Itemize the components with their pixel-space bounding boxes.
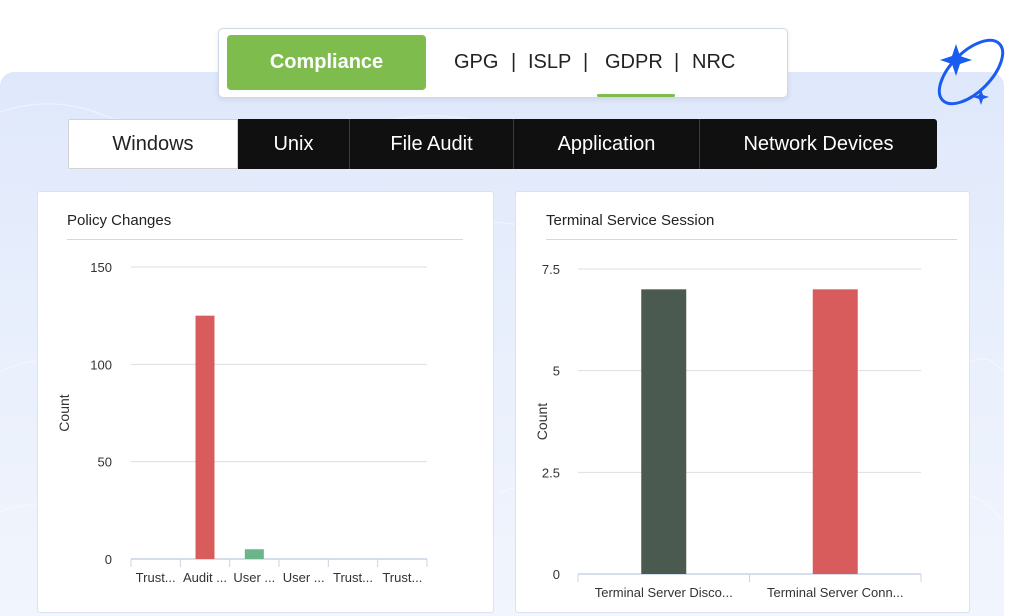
tab-unix[interactable]: Unix bbox=[238, 119, 350, 169]
card-title: Terminal Service Session bbox=[546, 212, 715, 229]
x-tick-label: Trust... bbox=[333, 570, 373, 585]
y-tick-label: 100 bbox=[90, 357, 112, 372]
y-axis-label: Count bbox=[56, 394, 72, 431]
y-tick-label: 5 bbox=[553, 364, 560, 379]
x-tick-label: Terminal Server Conn... bbox=[767, 585, 904, 600]
tab-file-audit[interactable]: File Audit bbox=[350, 119, 514, 169]
tab-islp[interactable]: ISLP bbox=[528, 51, 572, 73]
y-tick-label: 150 bbox=[90, 260, 112, 275]
x-tick-label: Audit ... bbox=[183, 570, 227, 585]
tab-gdpr[interactable]: GDPR bbox=[605, 51, 663, 73]
tab-gpg[interactable]: GPG bbox=[454, 51, 499, 73]
x-tick-label: User ... bbox=[283, 570, 325, 585]
tab-application[interactable]: Application bbox=[514, 119, 700, 169]
tab-separator: | bbox=[511, 51, 517, 73]
card-divider bbox=[67, 239, 463, 240]
terminal-service-chart: 0 2.5 5 7.5 Count Terminal Server Disco... Ter… bbox=[534, 262, 922, 600]
y-tick-label: 2.5 bbox=[542, 465, 560, 480]
bar bbox=[812, 289, 858, 574]
bar bbox=[641, 289, 687, 574]
tab-nrc[interactable]: NRC bbox=[692, 51, 736, 73]
policy-changes-card: Policy Changes 0 50 100 150 Count Trust... Aud… bbox=[37, 191, 494, 613]
y-tick-label: 0 bbox=[105, 552, 112, 567]
tab-separator: | bbox=[674, 51, 680, 73]
y-axis-label: Count bbox=[534, 403, 550, 440]
card-divider bbox=[546, 239, 957, 240]
active-tab-indicator bbox=[597, 94, 675, 97]
card-title: Policy Changes bbox=[67, 212, 172, 229]
y-tick-label: 50 bbox=[98, 455, 112, 470]
compliance-bar: Compliance GPG | ISLP | GDPR | NRC bbox=[218, 28, 788, 98]
tab-separator: | bbox=[583, 51, 589, 73]
tab-network-devices[interactable]: Network Devices bbox=[743, 132, 894, 155]
sparkle-orbit-icon bbox=[937, 38, 1005, 106]
y-tick-label: 0 bbox=[553, 567, 560, 582]
policy-changes-chart: 0 50 100 150 Count Trust... Audit ... User ... U… bbox=[56, 260, 428, 585]
x-tick-label: Trust... bbox=[136, 570, 176, 585]
x-tick-label: Trust... bbox=[382, 570, 422, 585]
platform-tabs: Windows Unix File Audit Application Netw… bbox=[68, 119, 937, 169]
x-tick-label: Terminal Server Disco... bbox=[595, 585, 733, 600]
bar bbox=[195, 315, 215, 559]
x-tick-label: User ... bbox=[233, 570, 275, 585]
tab-windows[interactable]: Windows bbox=[68, 119, 238, 169]
y-tick-label: 7.5 bbox=[542, 262, 560, 277]
terminal-service-card: Terminal Service Session 0 2.5 5 7.5 Count Te… bbox=[515, 191, 970, 613]
bar bbox=[244, 549, 264, 559]
compliance-button[interactable]: Compliance bbox=[227, 35, 426, 90]
